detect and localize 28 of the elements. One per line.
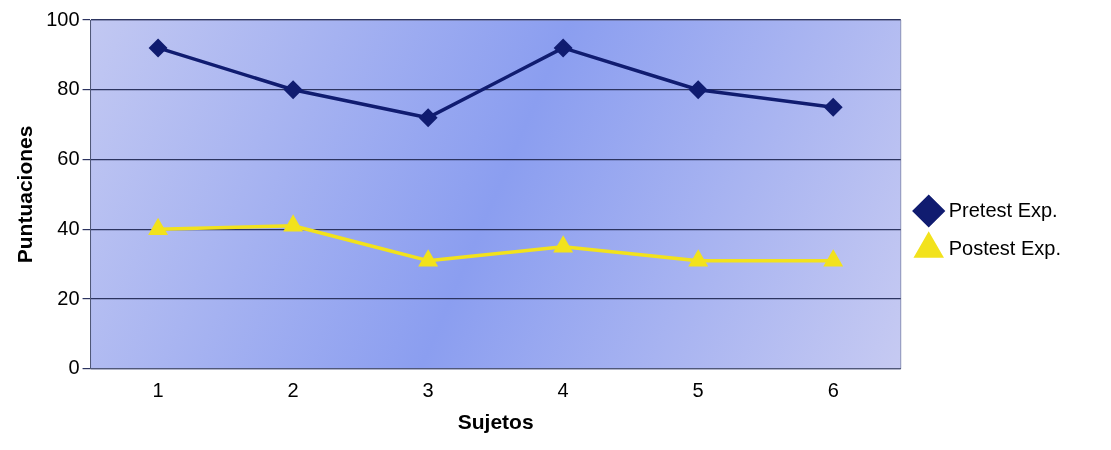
x-tick-label: 4 [557, 379, 569, 402]
y-tick-label: 20 [57, 286, 80, 309]
y-tick-label: 100 [46, 7, 80, 30]
point [689, 81, 707, 99]
x-tick-label: 3 [422, 379, 434, 402]
point [689, 250, 707, 267]
point [419, 108, 437, 127]
point [824, 98, 842, 116]
point [149, 39, 167, 57]
y-tick-label: 60 [57, 147, 80, 170]
legend-label: Postest Exp. [948, 236, 1062, 259]
x-tick-label: 1 [152, 379, 164, 402]
x-axis-title: Sujetos [457, 410, 534, 434]
x-tick-label: 6 [827, 379, 839, 402]
point [148, 217, 168, 236]
point [284, 81, 302, 99]
x-tick-label: 2 [287, 379, 299, 402]
legend-label: Pretest Exp. [948, 198, 1058, 221]
x-tick-label: 5 [692, 379, 704, 402]
y-axis-title: Puntuaciones [13, 125, 37, 264]
y-tick-label: 0 [68, 356, 80, 379]
point [554, 236, 572, 253]
y-tick-label: 80 [57, 77, 80, 100]
point [284, 216, 302, 232]
point [824, 250, 842, 267]
point [554, 39, 572, 57]
y-tick-label: 40 [57, 216, 80, 239]
point [419, 250, 437, 267]
